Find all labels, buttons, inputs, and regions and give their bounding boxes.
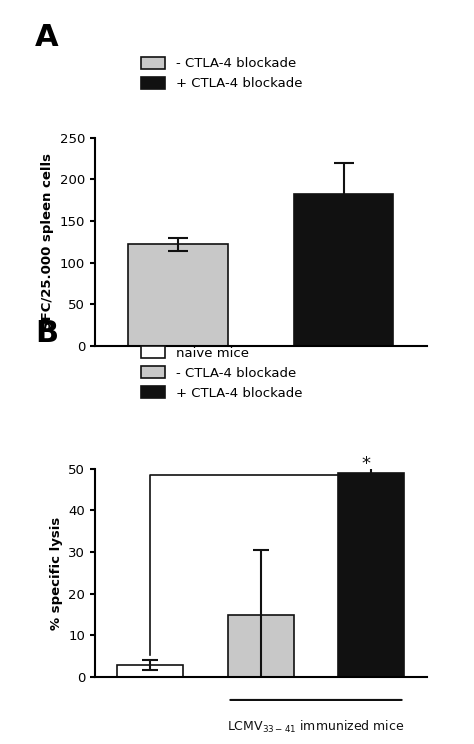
Y-axis label: SFC/25.000 spleen cells: SFC/25.000 spleen cells: [41, 153, 54, 330]
Bar: [117, 664, 183, 677]
Bar: [294, 194, 393, 346]
Legend: naive mice, - CTLA-4 blockade, + CTLA-4 blockade: naive mice, - CTLA-4 blockade, + CTLA-4 …: [141, 346, 302, 400]
Bar: [338, 473, 404, 677]
Bar: [128, 244, 228, 346]
Text: B: B: [35, 318, 58, 347]
Text: LCMV$_{33-41}$ immunized mice: LCMV$_{33-41}$ immunized mice: [228, 719, 405, 735]
Y-axis label: % specific lysis: % specific lysis: [50, 516, 63, 629]
Bar: [228, 615, 294, 677]
Legend: - CTLA-4 blockade, + CTLA-4 blockade: - CTLA-4 blockade, + CTLA-4 blockade: [141, 57, 302, 90]
Text: A: A: [35, 23, 59, 52]
Text: *: *: [361, 455, 370, 473]
